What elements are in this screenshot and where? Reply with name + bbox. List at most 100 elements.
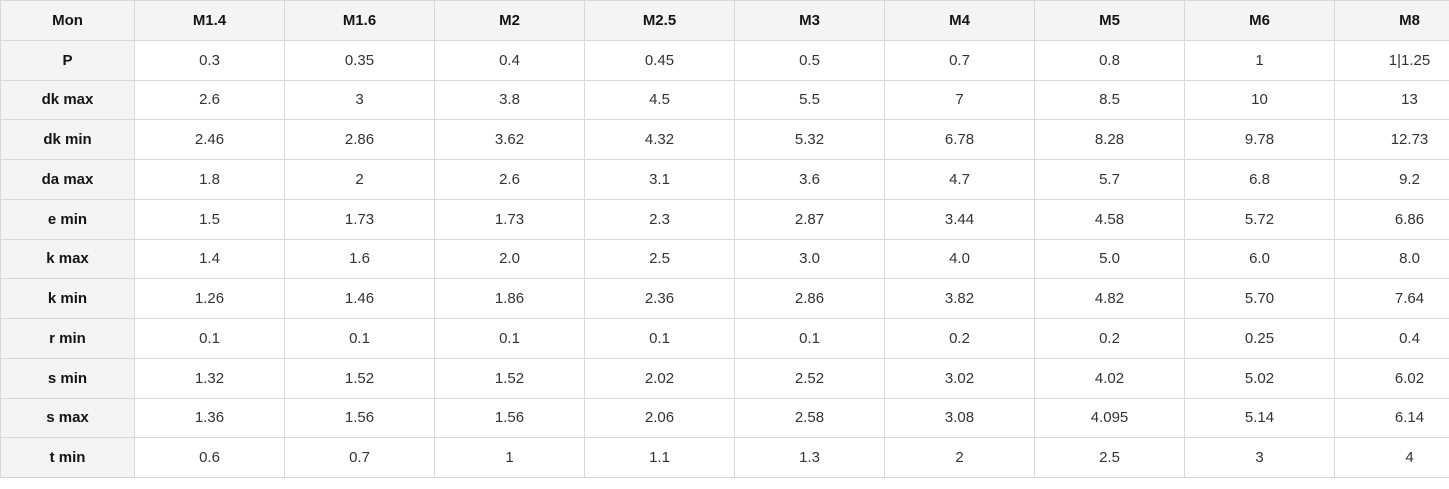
table-cell: 2.6 — [434, 159, 585, 200]
table-cell: 1.5 — [134, 198, 285, 240]
table-cell: 0.25 — [1184, 318, 1335, 359]
table-cell: 3.62 — [434, 119, 585, 160]
table-cell: 4.095 — [1034, 397, 1185, 439]
table-cell: 5.70 — [1184, 278, 1335, 319]
row-header: t min — [0, 437, 135, 478]
table-cell: 3.82 — [884, 278, 1035, 319]
row-header: r min — [0, 318, 135, 359]
table-cell: 2.86 — [734, 278, 885, 319]
table-cell: 3.1 — [584, 159, 735, 200]
row-header: k max — [0, 238, 135, 280]
table-cell: 3.0 — [734, 238, 885, 280]
table-cell: 6.02 — [1334, 357, 1449, 399]
table-cell: 0.4 — [1334, 318, 1449, 359]
table-cell: 1.52 — [434, 357, 585, 399]
table-cell: 2.0 — [434, 238, 585, 280]
table-cell: 9.78 — [1184, 119, 1335, 160]
table-cell: 2.6 — [134, 79, 285, 121]
table-cell: 3 — [1184, 437, 1335, 478]
column-header: M4 — [884, 0, 1035, 41]
table-cell: 3.8 — [434, 79, 585, 121]
table-cell: 1.4 — [134, 238, 285, 280]
column-header: M2.5 — [584, 0, 735, 41]
spec-table-body: P 0.3 0.35 0.4 0.45 0.5 0.7 0.8 1 1|1.25 dk max 2.6… — [0, 39, 1449, 478]
table-cell: 1.8 — [134, 159, 285, 200]
table-row: dk min 2.46 2.86 3.62 4.32 5.32 6.78 8.28 9.78 12… — [0, 119, 1449, 160]
table-cell: 7.64 — [1334, 278, 1449, 319]
table-cell: 1.3 — [734, 437, 885, 478]
row-header: dk min — [0, 119, 135, 160]
table-cell: 0.2 — [884, 318, 1035, 359]
table-cell: 4 — [1334, 437, 1449, 478]
table-row: k max 1.4 1.6 2.0 2.5 3.0 4.0 5.0 6.0 8.0 — [0, 238, 1449, 280]
table-cell: 0.8 — [1034, 39, 1185, 81]
table-cell: 5.0 — [1034, 238, 1185, 280]
row-header: k min — [0, 278, 135, 319]
table-cell: 4.32 — [584, 119, 735, 160]
table-cell: 3.08 — [884, 397, 1035, 439]
column-header: M8 — [1334, 0, 1449, 41]
table-cell: 2.52 — [734, 357, 885, 399]
column-header: M2 — [434, 0, 585, 41]
header-row: Mon M1.4 M1.6 M2 M2.5 M3 M4 M5 M6 M8 — [0, 0, 1449, 41]
table-cell: 3.44 — [884, 198, 1035, 240]
table-cell: 4.5 — [584, 79, 735, 121]
table-row: da max 1.8 2 2.6 3.1 3.6 4.7 5.7 6.8 9.2 — [0, 159, 1449, 200]
table-cell: 6.0 — [1184, 238, 1335, 280]
table-cell: 4.0 — [884, 238, 1035, 280]
table-cell: 7 — [884, 79, 1035, 121]
table-row: s min 1.32 1.52 1.52 2.02 2.52 3.02 4.02 5.02 6.0… — [0, 357, 1449, 399]
table-cell: 5.7 — [1034, 159, 1185, 200]
table-cell: 2.87 — [734, 198, 885, 240]
table-row: k min 1.26 1.46 1.86 2.36 2.86 3.82 4.82 5.70 7.6… — [0, 278, 1449, 319]
table-cell: 0.5 — [734, 39, 885, 81]
table-row: e min 1.5 1.73 1.73 2.3 2.87 3.44 4.58 5.72 6.86 — [0, 198, 1449, 240]
table-cell: 1 — [1184, 39, 1335, 81]
table-cell: 1.1 — [584, 437, 735, 478]
table-row: dk max 2.6 3 3.8 4.5 5.5 7 8.5 10 13 — [0, 79, 1449, 121]
table-row: P 0.3 0.35 0.4 0.45 0.5 0.7 0.8 1 1|1.25 — [0, 39, 1449, 81]
row-header: s max — [0, 397, 135, 439]
table-cell: 4.82 — [1034, 278, 1185, 319]
table-cell: 1.26 — [134, 278, 285, 319]
table-cell: 0.1 — [134, 318, 285, 359]
table-cell: 1.86 — [434, 278, 585, 319]
table-cell: 5.14 — [1184, 397, 1335, 439]
column-header: M1.6 — [284, 0, 435, 41]
table-cell: 1.73 — [434, 198, 585, 240]
row-header: e min — [0, 198, 135, 240]
table-cell: 8.0 — [1334, 238, 1449, 280]
table-cell: 2.02 — [584, 357, 735, 399]
column-header: M3 — [734, 0, 885, 41]
table-cell: 3 — [284, 79, 435, 121]
table-cell: 0.1 — [734, 318, 885, 359]
table-cell: 2.46 — [134, 119, 285, 160]
table-row: s max 1.36 1.56 1.56 2.06 2.58 3.08 4.095 5.14 6.… — [0, 397, 1449, 439]
table-cell: 6.14 — [1334, 397, 1449, 439]
table-cell: 1.46 — [284, 278, 435, 319]
table-cell: 1.36 — [134, 397, 285, 439]
table-cell: 1|1.25 — [1334, 39, 1449, 81]
table-cell: 6.86 — [1334, 198, 1449, 240]
table-cell: 2.36 — [584, 278, 735, 319]
table-cell: 4.7 — [884, 159, 1035, 200]
table-row: t min 0.6 0.7 1 1.1 1.3 2 2.5 3 4 — [0, 437, 1449, 478]
row-header: dk max — [0, 79, 135, 121]
table-cell: 0.1 — [284, 318, 435, 359]
table-cell: 1 — [434, 437, 585, 478]
table-cell: 2.5 — [584, 238, 735, 280]
table-cell: 3.6 — [734, 159, 885, 200]
table-cell: 2.06 — [584, 397, 735, 439]
table-cell: 6.8 — [1184, 159, 1335, 200]
table-cell: 2.86 — [284, 119, 435, 160]
table-cell: 5.02 — [1184, 357, 1335, 399]
column-header: M6 — [1184, 0, 1335, 41]
table-cell: 4.02 — [1034, 357, 1185, 399]
table-cell: 5.32 — [734, 119, 885, 160]
table-cell: 5.5 — [734, 79, 885, 121]
table-cell: 1.52 — [284, 357, 435, 399]
table-cell: 0.35 — [284, 39, 435, 81]
table-cell: 1.56 — [434, 397, 585, 439]
table-cell: 1.6 — [284, 238, 435, 280]
